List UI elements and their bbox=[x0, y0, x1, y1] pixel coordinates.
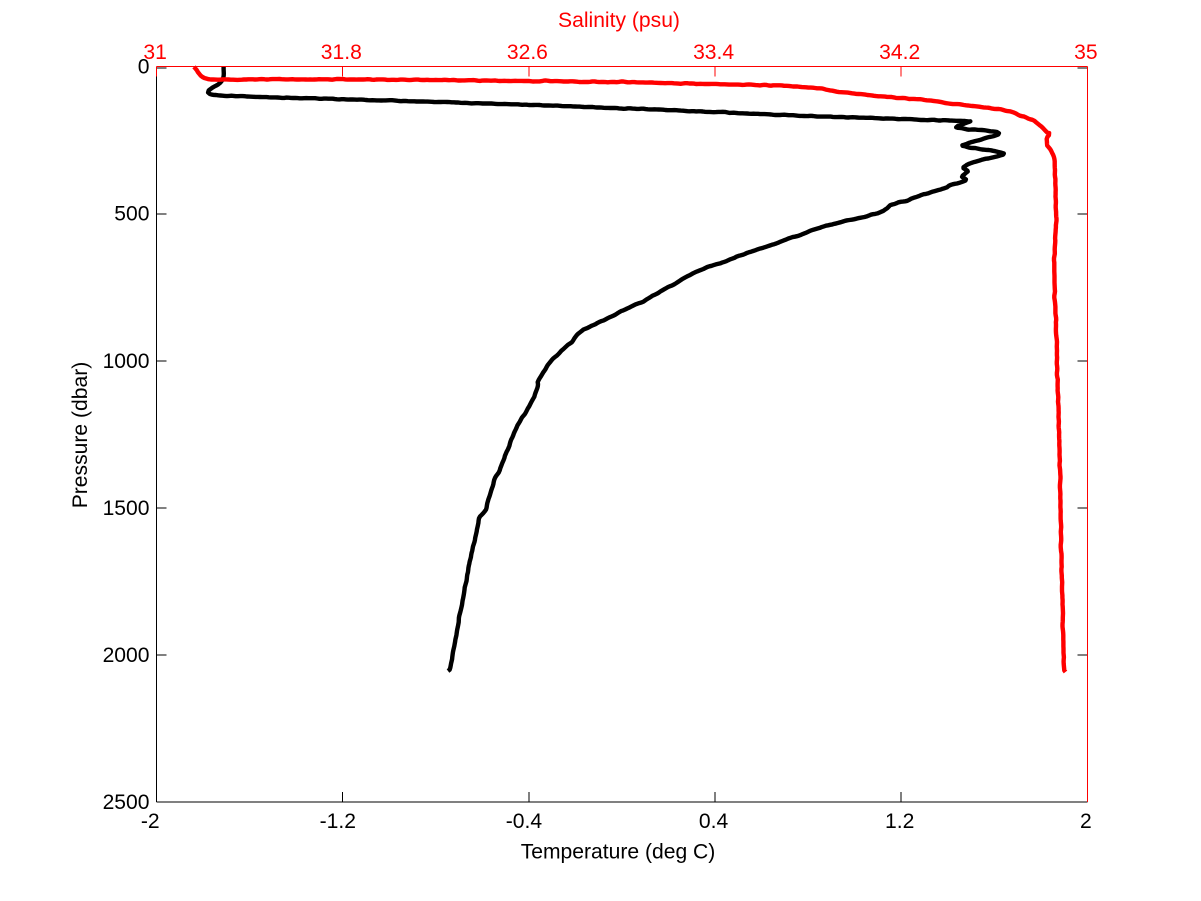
svg-text:33.4: 33.4 bbox=[693, 41, 734, 64]
svg-text:500: 500 bbox=[114, 203, 149, 226]
svg-text:31.8: 31.8 bbox=[321, 41, 362, 64]
svg-text:31: 31 bbox=[143, 41, 166, 64]
svg-text:1.2: 1.2 bbox=[885, 810, 914, 833]
svg-text:Pressure (dbar): Pressure (dbar) bbox=[69, 362, 92, 509]
svg-text:Salinity (psu): Salinity (psu) bbox=[558, 9, 680, 32]
svg-text:1000: 1000 bbox=[103, 350, 150, 373]
svg-text:2: 2 bbox=[1080, 810, 1092, 833]
svg-text:0.4: 0.4 bbox=[699, 810, 729, 833]
svg-text:2500: 2500 bbox=[103, 791, 150, 814]
svg-text:0: 0 bbox=[138, 56, 150, 79]
svg-text:-2: -2 bbox=[141, 810, 160, 833]
svg-text:-0.4: -0.4 bbox=[506, 810, 543, 833]
svg-text:2000: 2000 bbox=[103, 644, 150, 667]
svg-text:35: 35 bbox=[1074, 41, 1097, 64]
svg-text:34.2: 34.2 bbox=[879, 41, 920, 64]
svg-text:-1.2: -1.2 bbox=[320, 810, 356, 833]
svg-text:1500: 1500 bbox=[103, 497, 150, 520]
svg-text:Temperature (deg C): Temperature (deg C) bbox=[521, 840, 716, 863]
svg-text:32.6: 32.6 bbox=[507, 41, 548, 64]
